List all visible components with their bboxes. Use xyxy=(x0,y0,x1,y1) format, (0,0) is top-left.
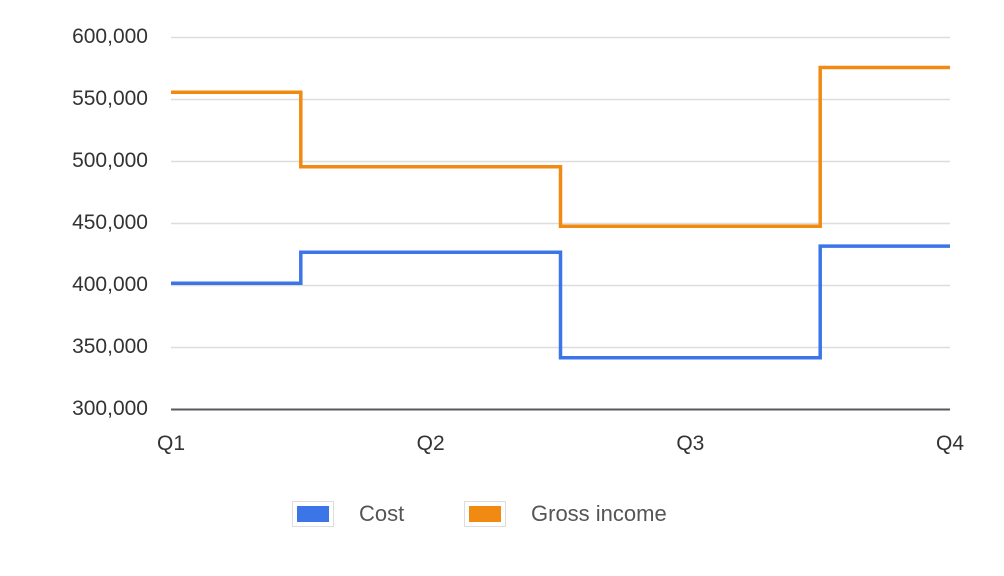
y-tick-label: 450,000 xyxy=(72,210,148,234)
gross-income-swatch-icon xyxy=(464,501,506,527)
series-line-gross-income[interactable] xyxy=(171,65,950,228)
y-tick-label: 350,000 xyxy=(72,334,148,358)
legend: Cost Gross income xyxy=(0,500,1004,528)
legend-item-cost[interactable]: Cost xyxy=(289,500,404,528)
legend-item-gross-income[interactable]: Gross income xyxy=(461,500,667,528)
legend-label-gross-income: Gross income xyxy=(531,501,667,526)
y-tick-label: 400,000 xyxy=(72,272,148,296)
legend-label-cost: Cost xyxy=(359,501,405,526)
x-tick-label: Q4 xyxy=(935,432,965,455)
x-tick-label: Q3 xyxy=(676,432,705,455)
cost-swatch-icon xyxy=(292,501,334,527)
series-line-cost[interactable] xyxy=(171,244,950,360)
y-tick-label: 500,000 xyxy=(72,148,148,172)
y-tick-label: 550,000 xyxy=(72,86,148,110)
y-tick-label: 300,000 xyxy=(72,396,148,420)
x-tick-label: Q2 xyxy=(416,432,445,455)
y-tick-label: 600,000 xyxy=(72,24,148,48)
x-tick-label: Q1 xyxy=(156,432,186,455)
